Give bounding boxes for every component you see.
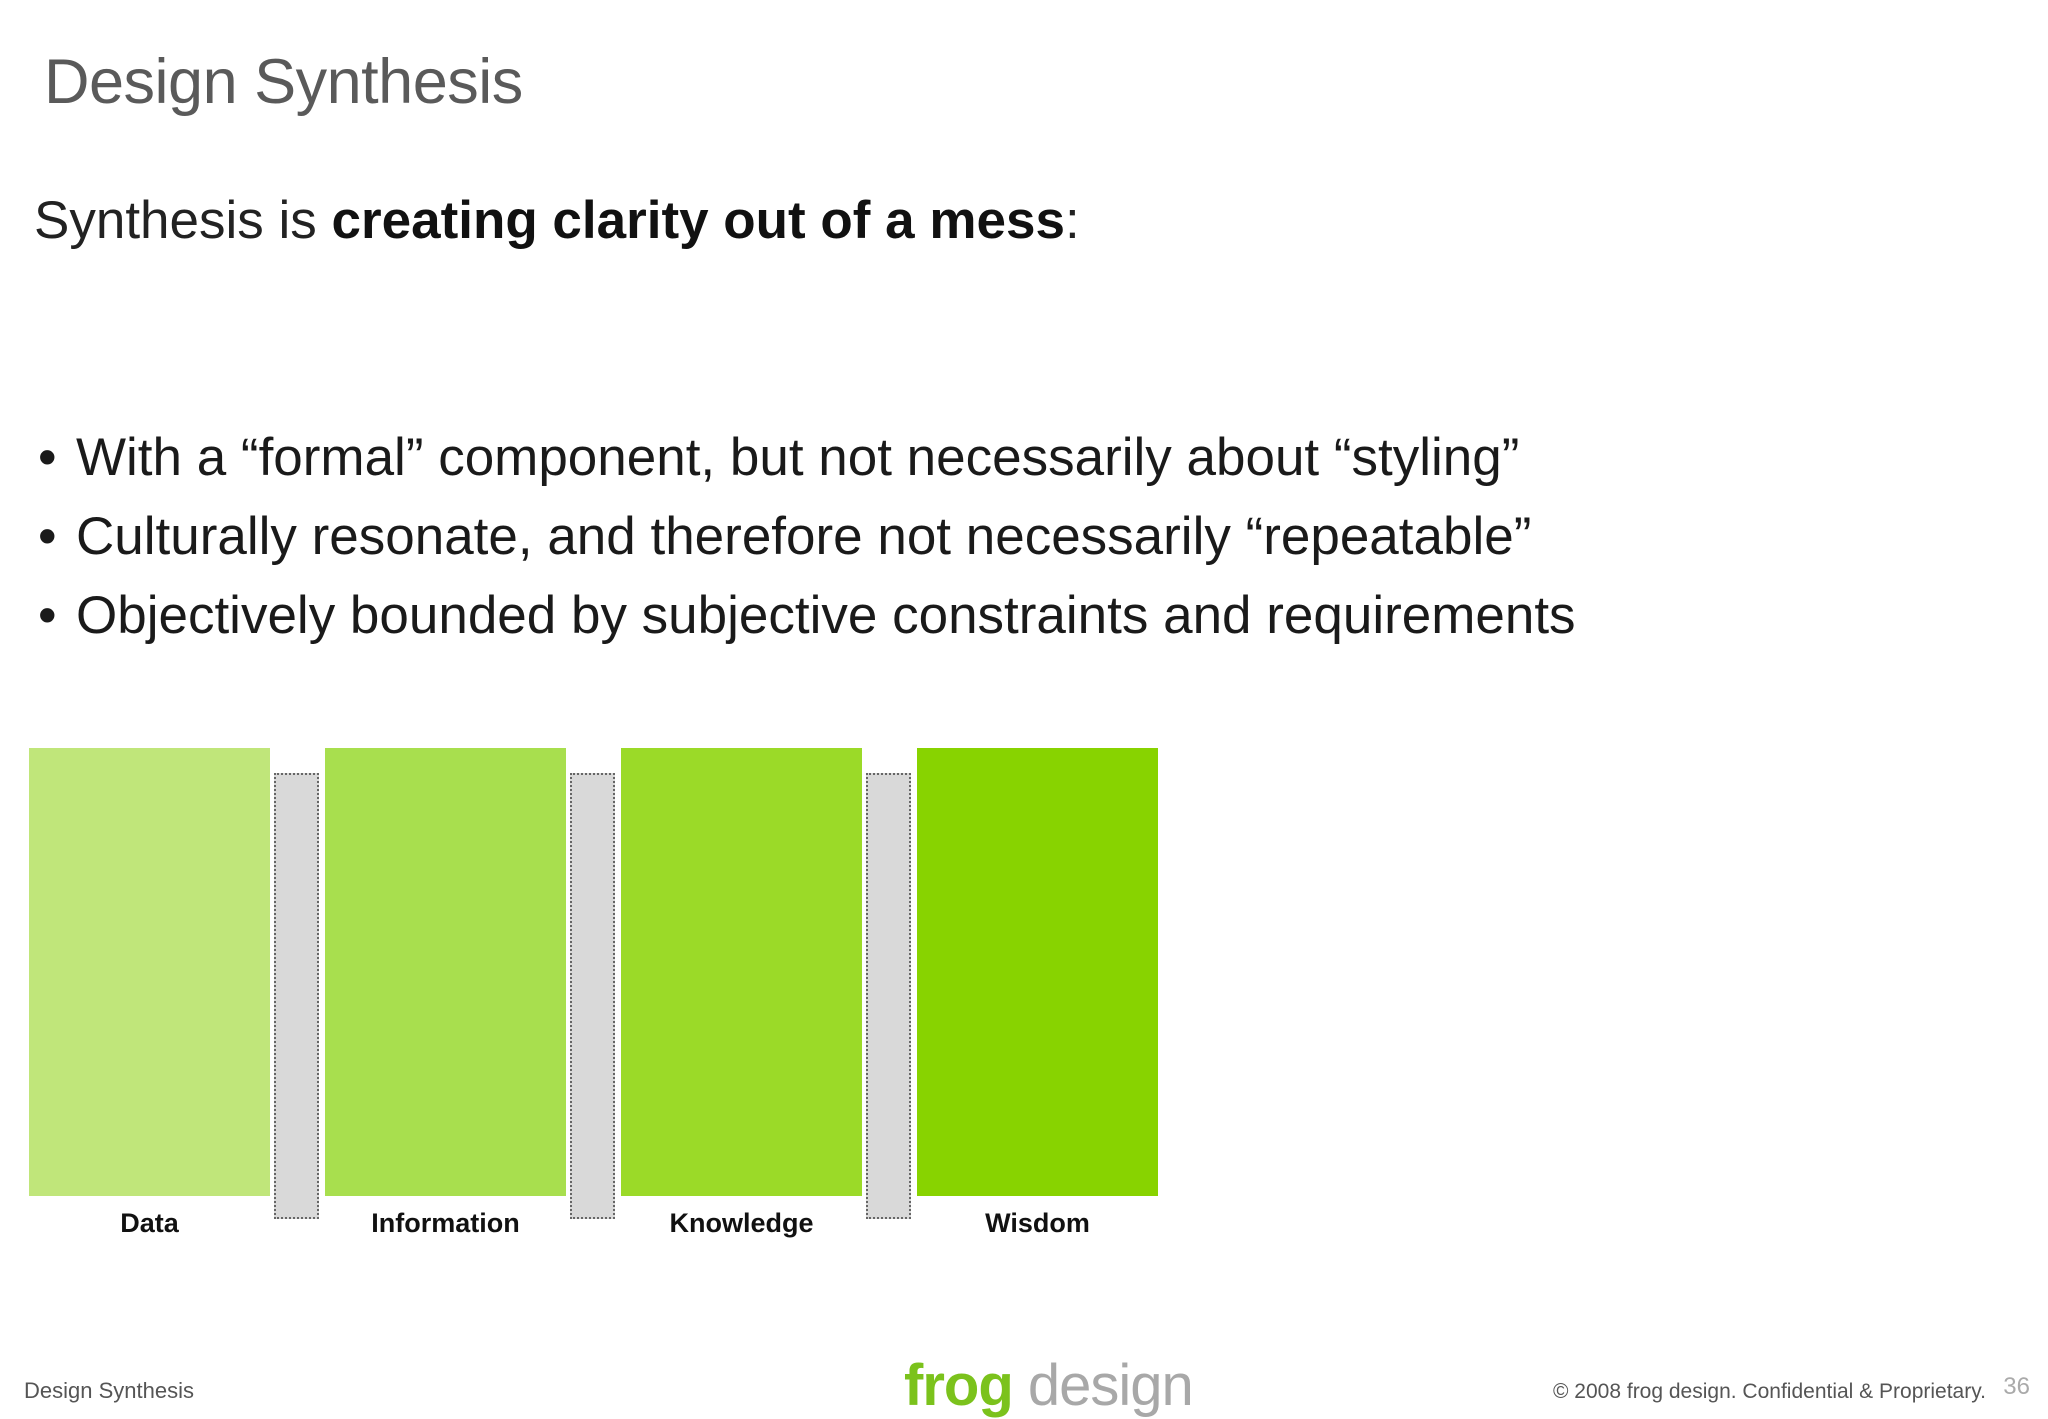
bullet-text: Objectively bounded by subjective constr… <box>76 586 1576 645</box>
block-label-knowledge: Knowledge <box>669 1208 814 1238</box>
block-knowledge <box>621 748 862 1196</box>
bullet-dot: • <box>38 586 57 645</box>
lead-sentence: Synthesis is creating clarity out of a m… <box>34 190 1080 251</box>
footer-section-title: Design Synthesis <box>24 1378 194 1403</box>
block-label-data: Data <box>120 1208 179 1238</box>
logo-design-text: design <box>1012 1353 1194 1418</box>
block-connector <box>274 773 319 1219</box>
slide-title: Design Synthesis <box>44 47 523 117</box>
copyright-notice: © 2008 frog design. Confidential & Propr… <box>1553 1380 1986 1403</box>
block-information <box>325 748 566 1196</box>
lead-prefix: Synthesis is <box>34 191 332 250</box>
bullet-text: Culturally resonate, and therefore not n… <box>76 507 1532 566</box>
block-label-wisdom: Wisdom <box>985 1208 1090 1238</box>
block-wisdom <box>917 748 1158 1196</box>
block-connector <box>866 773 911 1219</box>
bullet-item: • Objectively bounded by subjective const… <box>38 576 1576 655</box>
bullet-text: With a “formal” component, but not neces… <box>76 428 1520 487</box>
block-data <box>29 748 270 1196</box>
bullet-list: • With a “formal” component, but not nece… <box>38 418 1576 655</box>
lead-suffix: : <box>1064 191 1080 250</box>
page-number: 36 <box>2003 1373 2030 1400</box>
bullet-dot: • <box>38 507 57 566</box>
bullet-dot: • <box>38 428 57 487</box>
block-label-information: Information <box>371 1208 520 1238</box>
logo-frog-text: frog <box>904 1353 1014 1418</box>
block-connector <box>570 773 615 1219</box>
lead-emphasis: creating clarity out of a mess <box>331 191 1065 250</box>
bullet-item: • Culturally resonate, and therefore not … <box>38 497 1576 576</box>
frog-design-logo: frog design <box>904 1352 1194 1419</box>
bullet-item: • With a “formal” component, but not nece… <box>38 418 1576 497</box>
